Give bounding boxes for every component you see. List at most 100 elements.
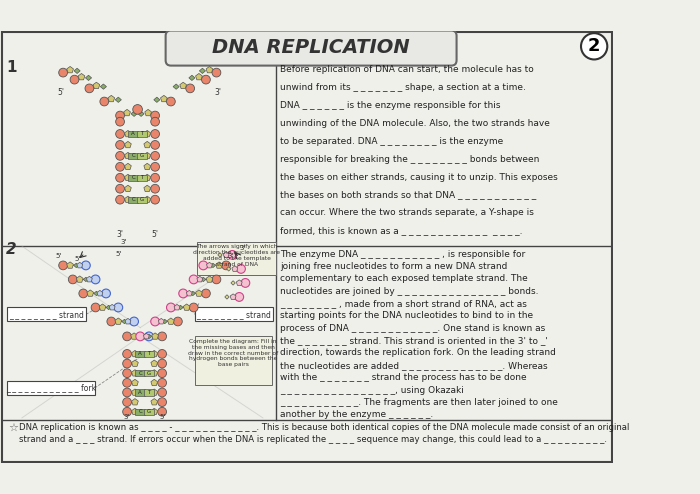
Text: process of DNA _ _ _ _ _ _ _ _ _ _ _ _. One stand is known as: process of DNA _ _ _ _ _ _ _ _ _ _ _ _. … xyxy=(281,324,546,333)
Text: to be separated. DNA _ _ _ _ _ _ _ _ is the enzyme: to be separated. DNA _ _ _ _ _ _ _ _ is … xyxy=(281,136,504,146)
Text: responsible for breaking the _ _ _ _ _ _ _ _ bonds between: responsible for breaking the _ _ _ _ _ _… xyxy=(281,155,540,164)
Polygon shape xyxy=(132,379,139,386)
Circle shape xyxy=(91,275,100,284)
FancyBboxPatch shape xyxy=(144,409,154,415)
Circle shape xyxy=(237,264,246,273)
Polygon shape xyxy=(138,334,143,338)
Circle shape xyxy=(581,33,608,59)
Polygon shape xyxy=(154,97,160,102)
Circle shape xyxy=(150,111,160,120)
Circle shape xyxy=(150,129,160,138)
FancyBboxPatch shape xyxy=(197,242,276,275)
Circle shape xyxy=(122,378,132,387)
Polygon shape xyxy=(151,389,158,395)
Circle shape xyxy=(189,303,198,312)
Circle shape xyxy=(158,369,167,377)
Polygon shape xyxy=(146,334,152,338)
FancyBboxPatch shape xyxy=(7,381,94,395)
Text: A: A xyxy=(132,131,135,136)
Circle shape xyxy=(122,369,132,377)
Polygon shape xyxy=(144,196,150,203)
Text: C: C xyxy=(139,409,142,414)
Polygon shape xyxy=(174,304,180,310)
Text: complementary to each exposed template strand. The: complementary to each exposed template s… xyxy=(281,274,528,284)
Polygon shape xyxy=(94,291,99,295)
Circle shape xyxy=(150,317,160,326)
Text: _ _ _ _ _ _ _ _ _ _ _. The fragments are then later joined to one: _ _ _ _ _ _ _ _ _ _ _. The fragments are… xyxy=(281,398,559,407)
Polygon shape xyxy=(125,152,132,159)
Polygon shape xyxy=(195,290,202,296)
Circle shape xyxy=(114,303,122,312)
FancyBboxPatch shape xyxy=(136,153,147,159)
Circle shape xyxy=(122,398,132,407)
Text: the bases on either strands, causing it to unzip. This exposes: the bases on either strands, causing it … xyxy=(281,172,558,181)
Polygon shape xyxy=(151,408,158,414)
Polygon shape xyxy=(87,290,94,296)
Circle shape xyxy=(235,292,244,301)
Text: DNA REPLICATION: DNA REPLICATION xyxy=(212,38,410,57)
Text: _ _ _ _ _ _ _ _ _ _ _ _ _ _ _ _, using Okazaki: _ _ _ _ _ _ _ _ _ _ _ _ _ _ _ _, using O… xyxy=(281,385,464,395)
Polygon shape xyxy=(189,75,195,81)
Text: with the _ _ _ _ _ _ _ strand the process has to be done: with the _ _ _ _ _ _ _ strand the proces… xyxy=(281,373,527,382)
Circle shape xyxy=(202,75,210,84)
FancyBboxPatch shape xyxy=(7,307,86,322)
Circle shape xyxy=(199,261,208,270)
Polygon shape xyxy=(199,68,206,74)
Text: 5': 5' xyxy=(159,414,165,420)
Text: DNA _ _ _ _ _ _ is the enzyme responsible for this: DNA _ _ _ _ _ _ is the enzyme responsibl… xyxy=(281,101,501,110)
Circle shape xyxy=(167,303,175,312)
Polygon shape xyxy=(125,185,132,192)
Text: T: T xyxy=(148,351,150,356)
Circle shape xyxy=(178,289,188,298)
Text: ☆: ☆ xyxy=(9,423,19,433)
Text: nucleotides are joined by _ _ _ _ _ _ _ _ _ _ _ _ _ _ _ bonds.: nucleotides are joined by _ _ _ _ _ _ _ … xyxy=(281,287,539,296)
Polygon shape xyxy=(218,253,222,257)
Polygon shape xyxy=(151,379,158,386)
Circle shape xyxy=(116,152,125,160)
Polygon shape xyxy=(152,333,158,339)
Circle shape xyxy=(91,303,100,312)
Polygon shape xyxy=(125,174,132,181)
Text: 1: 1 xyxy=(6,60,17,75)
Circle shape xyxy=(70,75,79,84)
Polygon shape xyxy=(225,295,229,299)
Text: 5': 5' xyxy=(57,88,64,97)
Circle shape xyxy=(116,163,125,171)
Polygon shape xyxy=(87,276,92,282)
Polygon shape xyxy=(151,399,158,405)
Text: C: C xyxy=(132,175,135,180)
Circle shape xyxy=(59,261,67,270)
Polygon shape xyxy=(144,152,150,159)
Polygon shape xyxy=(223,252,229,257)
Text: Before replication of DNA can start, the molecule has to: Before replication of DNA can start, the… xyxy=(281,65,534,74)
Polygon shape xyxy=(173,84,179,89)
Circle shape xyxy=(133,105,142,114)
FancyBboxPatch shape xyxy=(128,153,139,159)
Polygon shape xyxy=(144,333,149,339)
Circle shape xyxy=(150,173,160,182)
Polygon shape xyxy=(83,277,88,282)
Text: 3': 3' xyxy=(239,245,246,250)
Text: another by the enzyme _ _ _ _ _ _.: another by the enzyme _ _ _ _ _ _. xyxy=(281,410,434,419)
Text: 5': 5' xyxy=(55,253,62,259)
FancyBboxPatch shape xyxy=(136,175,147,181)
Polygon shape xyxy=(93,82,99,88)
Text: 3': 3' xyxy=(120,240,127,246)
Circle shape xyxy=(116,140,125,149)
FancyBboxPatch shape xyxy=(195,336,272,385)
Polygon shape xyxy=(66,67,74,73)
Polygon shape xyxy=(74,68,81,74)
Text: A: A xyxy=(139,390,142,395)
Polygon shape xyxy=(186,290,193,296)
Circle shape xyxy=(158,388,167,397)
Text: direction, towards the replication fork. On the leading strand: direction, towards the replication fork.… xyxy=(281,348,556,358)
Text: the bases on both strands so that DNA _ _ _ _ _ _ _ _ _ _ _: the bases on both strands so that DNA _ … xyxy=(281,191,537,200)
Polygon shape xyxy=(66,262,74,268)
Text: starting points for the DNA nucleotides to bind to in the: starting points for the DNA nucleotides … xyxy=(281,311,533,321)
Circle shape xyxy=(116,111,125,120)
Polygon shape xyxy=(108,95,115,102)
Text: _ _ _ _ _ _ _ _ _ _ _ _ fork: _ _ _ _ _ _ _ _ _ _ _ _ fork xyxy=(6,383,96,393)
Circle shape xyxy=(150,117,160,126)
Polygon shape xyxy=(124,109,130,116)
Circle shape xyxy=(69,275,77,284)
